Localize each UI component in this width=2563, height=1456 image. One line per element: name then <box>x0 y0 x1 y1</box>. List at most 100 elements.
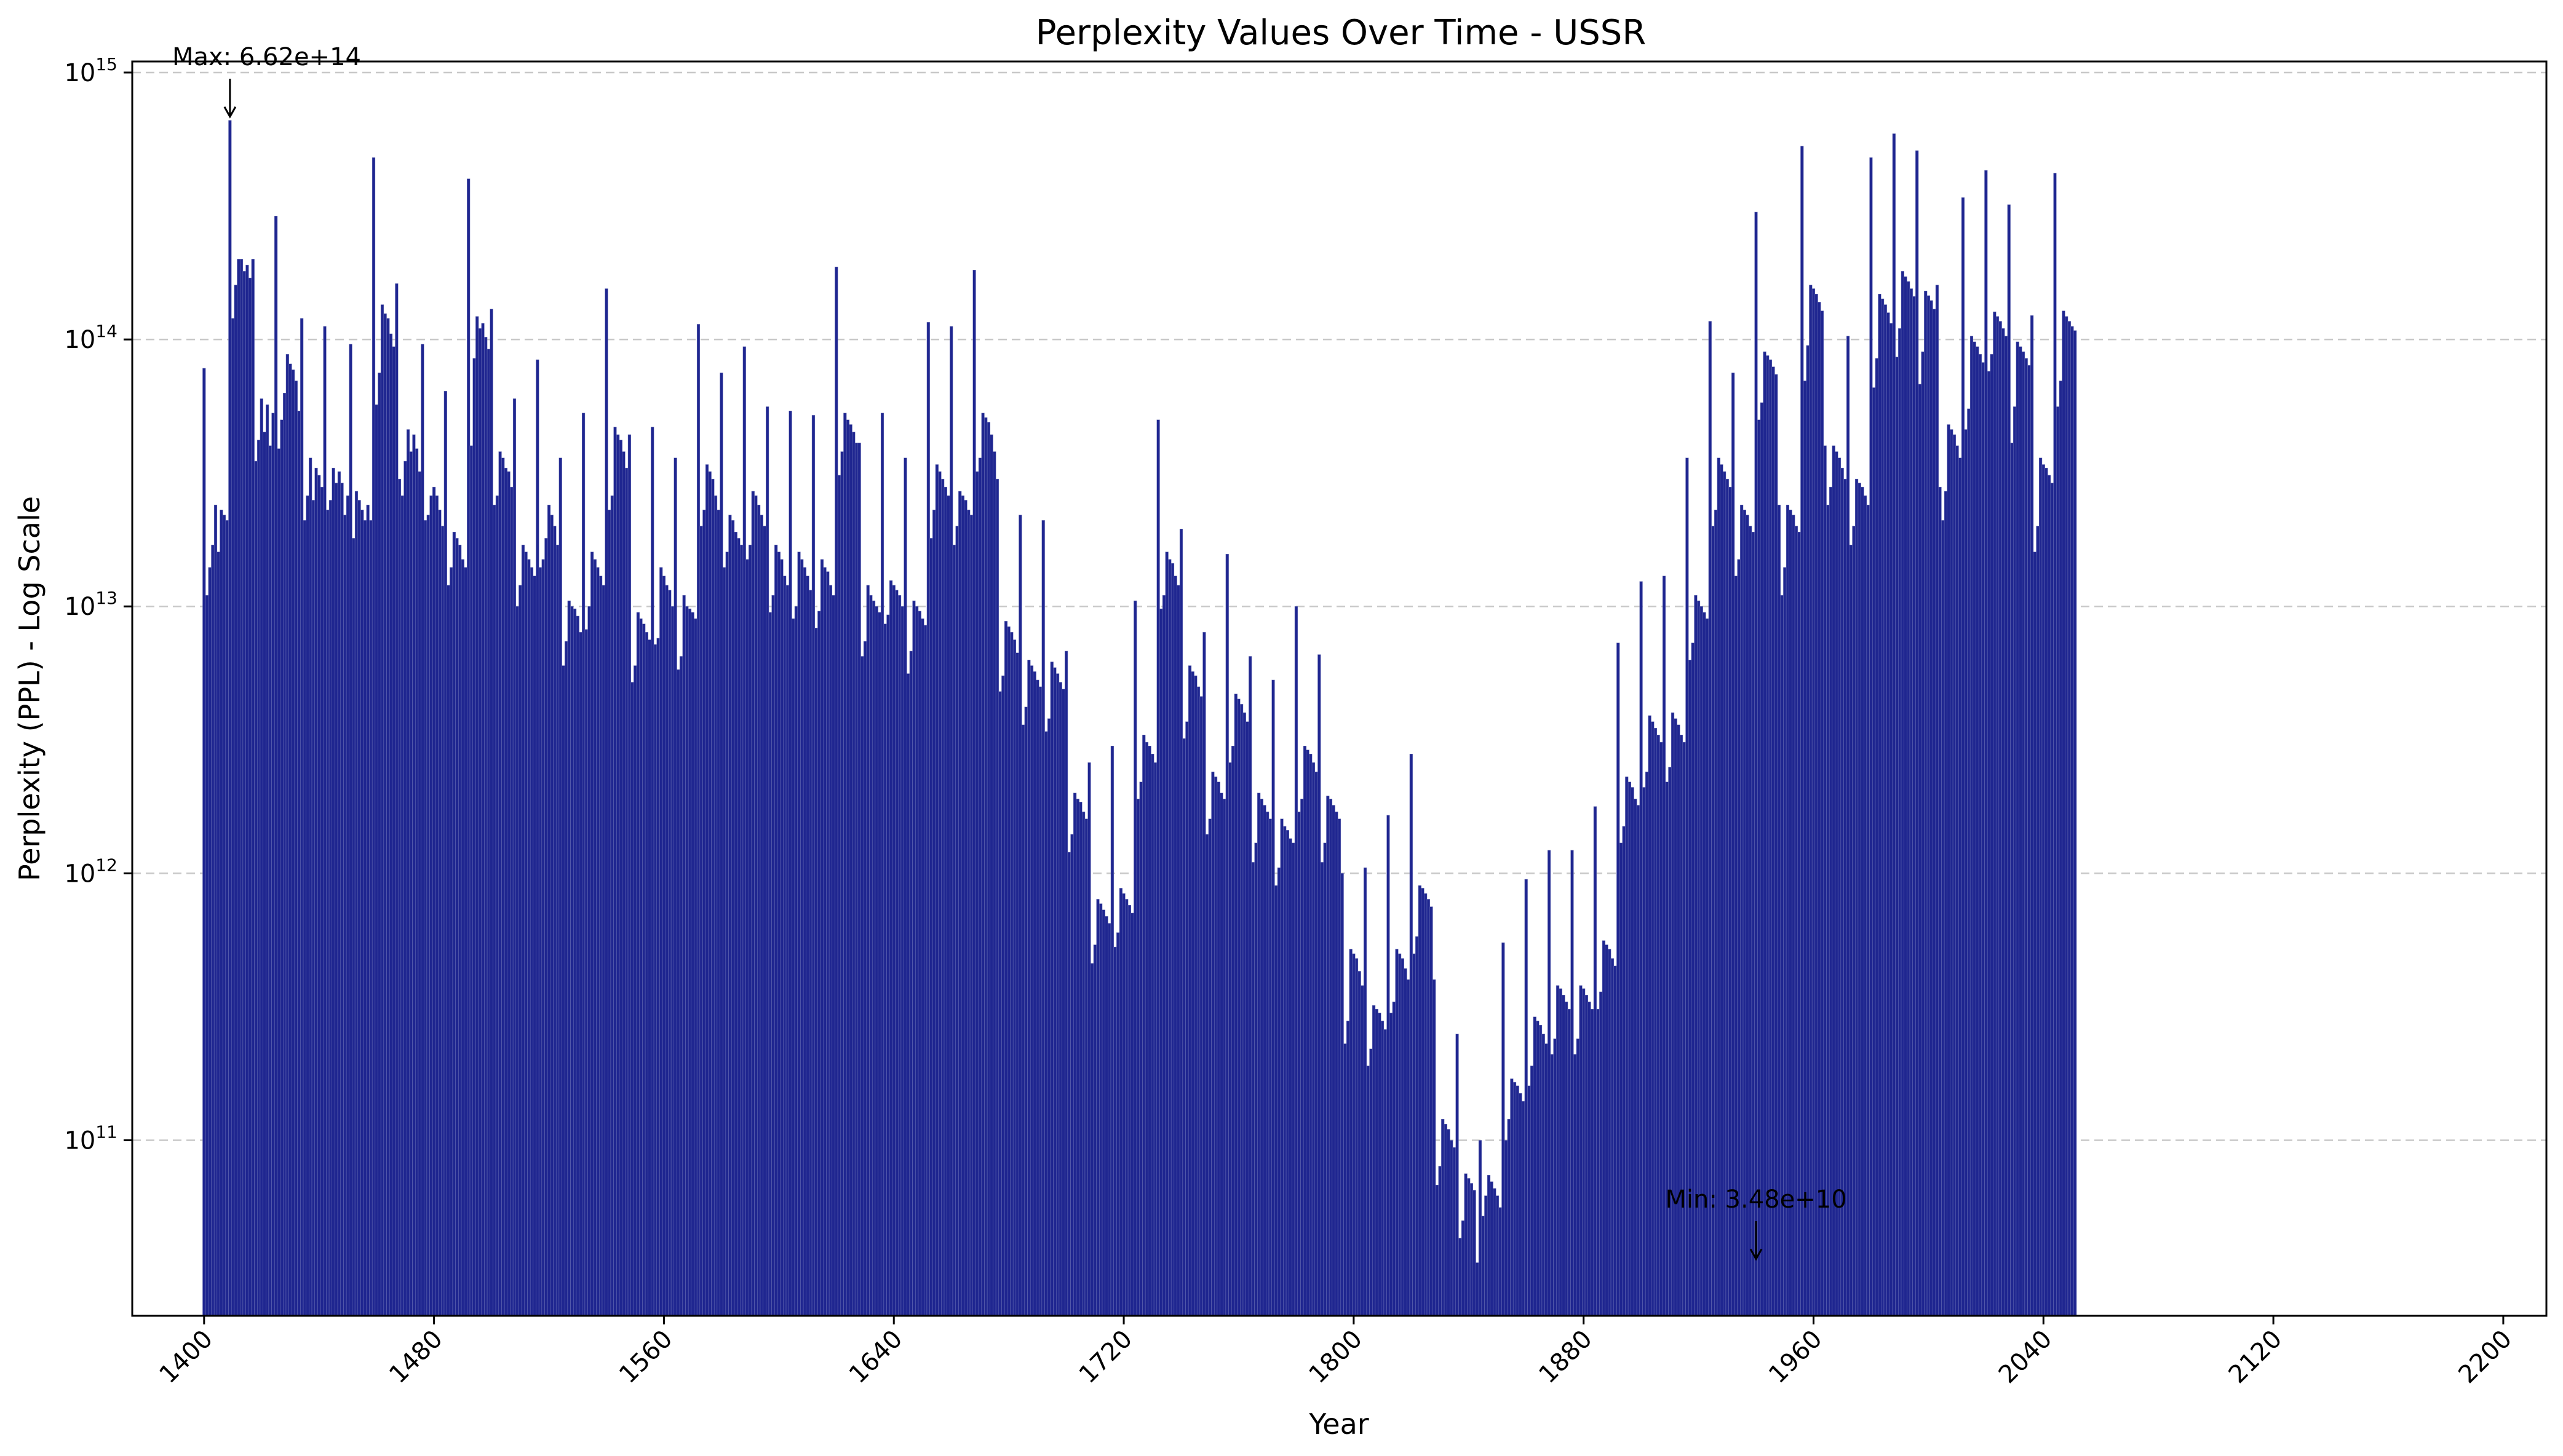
bar <box>1012 639 1017 1316</box>
bar <box>1033 671 1036 1316</box>
bar <box>435 495 439 1316</box>
bar <box>447 585 450 1316</box>
bar <box>1481 1216 1485 1316</box>
bar <box>1524 879 1528 1316</box>
bar <box>208 567 212 1316</box>
bar <box>1608 949 1611 1316</box>
bar <box>1651 721 1655 1316</box>
x-tick-label: 1640 <box>844 1325 908 1390</box>
bar <box>702 509 706 1316</box>
bar <box>1306 750 1309 1316</box>
bar <box>670 606 675 1316</box>
bar <box>1131 912 1134 1316</box>
bar <box>998 691 1002 1316</box>
bar <box>1636 805 1640 1316</box>
bar <box>1087 762 1091 1316</box>
bar <box>1527 1085 1531 1316</box>
bar <box>2041 464 2045 1316</box>
bar <box>1113 946 1117 1316</box>
bar <box>1214 777 1218 1316</box>
bar <box>1099 903 1103 1316</box>
bar <box>495 495 499 1316</box>
bar <box>774 544 778 1316</box>
bar <box>1297 812 1301 1316</box>
bar <box>1516 1085 1519 1316</box>
bar <box>2073 330 2077 1316</box>
bar <box>794 606 798 1316</box>
bar <box>1533 1016 1536 1316</box>
bar <box>1401 958 1404 1316</box>
bar <box>579 632 582 1316</box>
bar <box>1872 387 1876 1316</box>
bar <box>1444 1123 1447 1316</box>
bar <box>1548 850 1551 1316</box>
bar <box>323 326 327 1316</box>
bar <box>1933 309 1936 1316</box>
bar <box>1228 762 1232 1316</box>
bar <box>993 451 996 1316</box>
bar <box>803 567 806 1316</box>
bar <box>263 432 266 1316</box>
bar <box>789 411 792 1316</box>
bar <box>484 337 488 1316</box>
bar <box>1616 643 1620 1316</box>
bar <box>2007 204 2011 1316</box>
bar <box>1645 772 1649 1316</box>
bar <box>792 618 795 1316</box>
bar <box>1806 345 1810 1316</box>
bar <box>1803 381 1807 1316</box>
bar <box>1122 893 1126 1316</box>
bar <box>515 606 519 1316</box>
bar <box>912 600 916 1316</box>
bar <box>536 359 539 1316</box>
bar <box>1907 281 1910 1316</box>
bar <box>2048 475 2051 1316</box>
bar <box>619 440 622 1316</box>
bar <box>811 415 815 1316</box>
bar <box>1191 671 1194 1316</box>
bar <box>469 445 473 1316</box>
bar <box>1892 133 1896 1316</box>
bar <box>780 559 784 1316</box>
bar <box>1340 873 1344 1316</box>
bar <box>363 520 367 1316</box>
bar <box>837 475 841 1316</box>
bar <box>1559 988 1562 1316</box>
bar <box>823 567 827 1316</box>
bar <box>1429 906 1433 1316</box>
bar <box>1800 146 1804 1316</box>
bar <box>1958 457 1962 1316</box>
bar <box>266 404 269 1316</box>
bar <box>1303 745 1307 1316</box>
bar <box>1573 1054 1577 1316</box>
bar <box>220 509 223 1316</box>
bar <box>1065 651 1068 1316</box>
bar <box>832 595 835 1316</box>
bar <box>717 509 720 1316</box>
bar <box>558 457 562 1316</box>
bar <box>760 515 763 1316</box>
bar <box>1136 799 1140 1316</box>
bar <box>711 478 715 1316</box>
bar <box>1587 1002 1591 1316</box>
bar <box>1375 1008 1378 1316</box>
bar <box>553 526 557 1316</box>
bar <box>512 398 517 1316</box>
bar <box>395 283 399 1316</box>
bar <box>668 590 672 1316</box>
bar <box>429 495 433 1316</box>
bar <box>1335 812 1338 1316</box>
bar <box>1512 1082 1517 1316</box>
bar <box>1544 1043 1548 1316</box>
bar <box>527 559 531 1316</box>
bar <box>1918 384 1921 1316</box>
bar <box>1613 965 1617 1316</box>
bar <box>1938 486 1942 1316</box>
bar <box>1263 805 1266 1316</box>
bar <box>967 509 971 1316</box>
bar <box>1234 694 1238 1316</box>
bar <box>392 346 395 1316</box>
bar <box>225 520 229 1316</box>
bar <box>952 544 956 1316</box>
